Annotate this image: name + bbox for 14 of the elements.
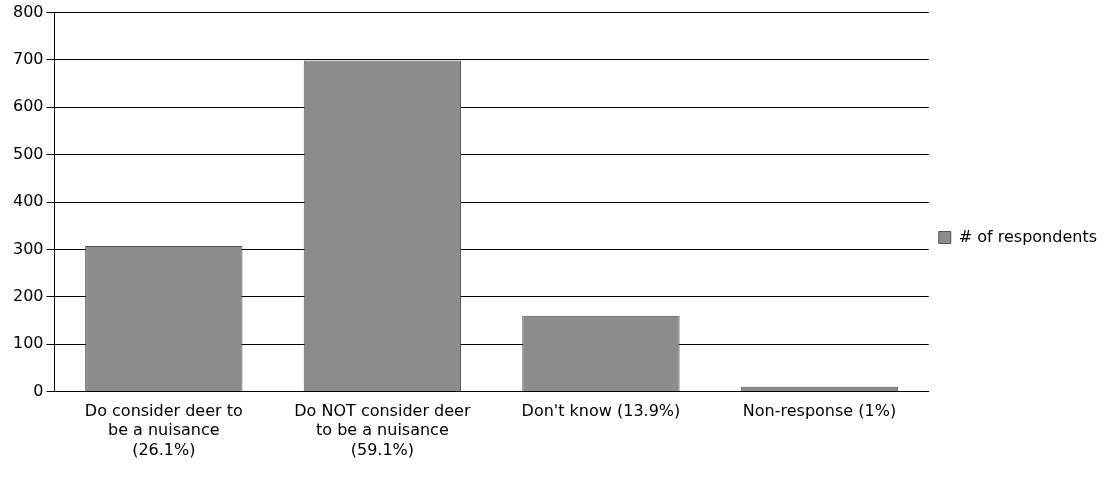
y-tick-label: 600	[12, 96, 44, 116]
x-tick-label: Don't know (13.9%)	[521, 401, 681, 421]
x-tick-label: Non-response (1%)	[742, 401, 897, 421]
y-tick-label: 500	[12, 143, 44, 163]
y-tick-label: 700	[12, 49, 44, 69]
y-tick-label: 0	[33, 380, 44, 400]
legend-label: # of respondents	[958, 226, 1098, 246]
y-tick-label: 800	[12, 1, 44, 21]
y-tick-label: 100	[12, 333, 44, 353]
y-tick-label: 400	[12, 191, 44, 211]
x-tick-label: Do NOT consider deer to be a nuisance (59.1%)	[294, 401, 471, 459]
y-tick-label: 300	[12, 238, 44, 258]
x-tick-label: Do consider deer to be a nuisance (26.1%)	[84, 401, 243, 459]
y-tick-label: 200	[12, 285, 44, 305]
